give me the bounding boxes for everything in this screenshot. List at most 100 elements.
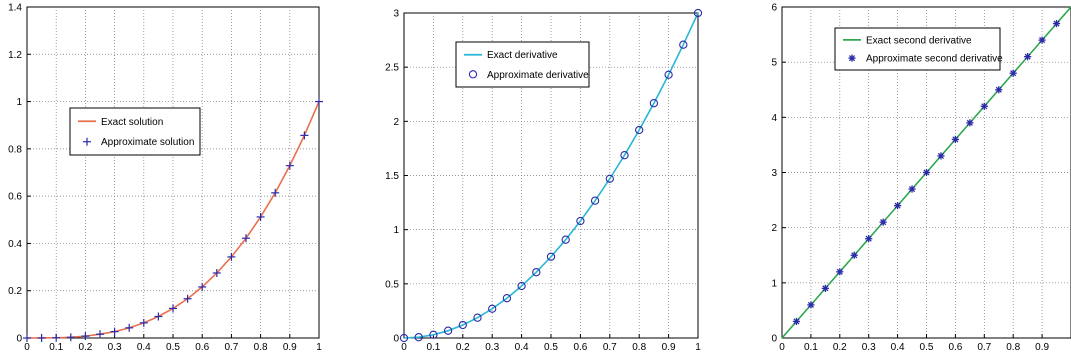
- x-tick-label: 0.8: [1006, 342, 1020, 353]
- x-tick-label: 1: [695, 342, 701, 353]
- x-tick-label: 0.3: [485, 342, 499, 353]
- legend: Exact derivative Approximate derivative: [455, 41, 590, 88]
- x-tick-label: 0.6: [573, 342, 587, 353]
- data-point: [792, 317, 801, 326]
- x-tick-label: 0.6: [195, 342, 209, 353]
- y-tick-label: 2: [393, 117, 399, 128]
- data-point: [908, 185, 916, 193]
- x-tick-label: 0.5: [544, 342, 558, 353]
- data-point: [256, 212, 265, 221]
- y-tick-label: 2: [771, 223, 777, 234]
- data-point: [242, 234, 250, 243]
- legend-box: [834, 27, 1001, 71]
- data-point: [1038, 36, 1046, 44]
- x-tick-label: 0.4: [891, 342, 905, 353]
- legend-label: Approximate second derivative: [866, 54, 1003, 65]
- legend: Exact solution Approximate solution: [69, 107, 201, 156]
- data-point: [865, 235, 873, 243]
- data-point: [1052, 19, 1061, 28]
- legend-swatch: [848, 54, 856, 62]
- x-tick-label: 0.7: [603, 342, 617, 353]
- data-point: [473, 313, 482, 322]
- data-point: [620, 151, 629, 160]
- data-point: [198, 282, 207, 291]
- data-point: [966, 119, 974, 127]
- x-tick-label: 0.4: [515, 342, 529, 353]
- data-point: [458, 320, 467, 330]
- series-line-1: [403, 12, 699, 339]
- data-point: [995, 86, 1003, 94]
- data-point: [125, 323, 134, 332]
- legend-label: Approximate derivative: [487, 70, 589, 81]
- data-point: [271, 188, 280, 197]
- data-point: [679, 40, 688, 49]
- x-tick-label: 0.9: [662, 342, 676, 353]
- data-point: [605, 174, 614, 183]
- y-tick-label: 1.4: [8, 3, 22, 14]
- data-point: [443, 326, 453, 335]
- data-point: [1024, 53, 1032, 61]
- data-point: [37, 333, 46, 342]
- data-point: [66, 333, 75, 342]
- data-point: [23, 334, 31, 342]
- x-tick-label: 0: [779, 342, 785, 353]
- y-tick-label: 3: [393, 9, 399, 20]
- x-tick-label: 0.1: [426, 342, 440, 353]
- data-point: [81, 332, 90, 341]
- y-tick-label: 6: [771, 3, 777, 14]
- data-point: [169, 304, 177, 313]
- x-tick-label: 0.2: [833, 342, 847, 353]
- data-point: [807, 301, 815, 309]
- y-tick-label: 1.5: [385, 171, 399, 182]
- x-tick-label: 0.4: [137, 342, 151, 353]
- chart-3: 0 0.1 0.2 0.3 0.4 0.5 0.6 0.7 0.8 0.9 0 1 2 3 4 5 6 Exact…: [771, 3, 1071, 353]
- x-tick-label: 0: [24, 342, 30, 353]
- legend-label: Approximate solution: [101, 137, 194, 148]
- legend-label: Exact second derivative: [866, 35, 972, 46]
- data-point: [836, 268, 844, 276]
- data-point: [488, 304, 497, 313]
- y-tick-label: 0.4: [8, 239, 22, 250]
- x-tick-label: 1: [316, 342, 322, 353]
- data-point: [212, 268, 221, 277]
- data-point: [894, 202, 902, 210]
- x-tick-label: 0.2: [78, 342, 92, 353]
- legend-box: [455, 41, 590, 88]
- chart-1: 0 0.1 0.2 0.3 0.4 0.5 0.6 0.7 0.8 0.9 1 0 0.2 0.4 0.6 0…: [8, 3, 323, 353]
- data-point: [546, 252, 556, 261]
- x-tick-label: 0.2: [456, 342, 470, 353]
- data-point: [139, 318, 148, 327]
- y-tick-label: 0: [16, 334, 22, 345]
- y-tick-label: 0: [393, 334, 399, 345]
- data-point: [821, 284, 829, 292]
- data-point: [502, 294, 512, 303]
- data-point: [110, 327, 119, 336]
- data-point: [52, 333, 61, 342]
- data-point: [532, 268, 541, 277]
- x-tick-label: 0.1: [804, 342, 818, 353]
- chart-2: 0 0.1 0.2 0.3 0.4 0.5 0.6 0.7 0.8 0.9 1 0 0.5 1 1.5 2 2.…: [385, 9, 703, 353]
- data-point: [154, 312, 163, 321]
- x-tick-label: 0.9: [283, 342, 297, 353]
- y-tick-label: 3: [771, 168, 777, 179]
- x-tick-label: 0.7: [977, 342, 991, 353]
- y-tick-label: 0.5: [385, 279, 399, 290]
- y-tick-label: 1.2: [8, 50, 22, 61]
- y-tick-label: 5: [771, 58, 777, 69]
- x-tick-label: 0.9: [1035, 342, 1049, 353]
- legend-label: Exact derivative: [487, 50, 558, 61]
- y-tick-label: 1: [771, 278, 777, 289]
- y-tick-label: 0.2: [8, 286, 22, 297]
- x-tick-label: 0.5: [166, 342, 180, 353]
- x-tick-label: 0.1: [49, 342, 63, 353]
- x-tick-label: 0.5: [920, 342, 934, 353]
- y-tick-label: 0: [771, 334, 777, 345]
- data-point: [414, 333, 423, 342]
- data-point: [300, 131, 309, 140]
- x-tick-label: 0.8: [254, 342, 268, 353]
- data-point: [399, 333, 409, 343]
- x-tick-label: 0.7: [224, 342, 238, 353]
- legend-box: [69, 107, 201, 156]
- legend-label: Exact solution: [101, 117, 163, 128]
